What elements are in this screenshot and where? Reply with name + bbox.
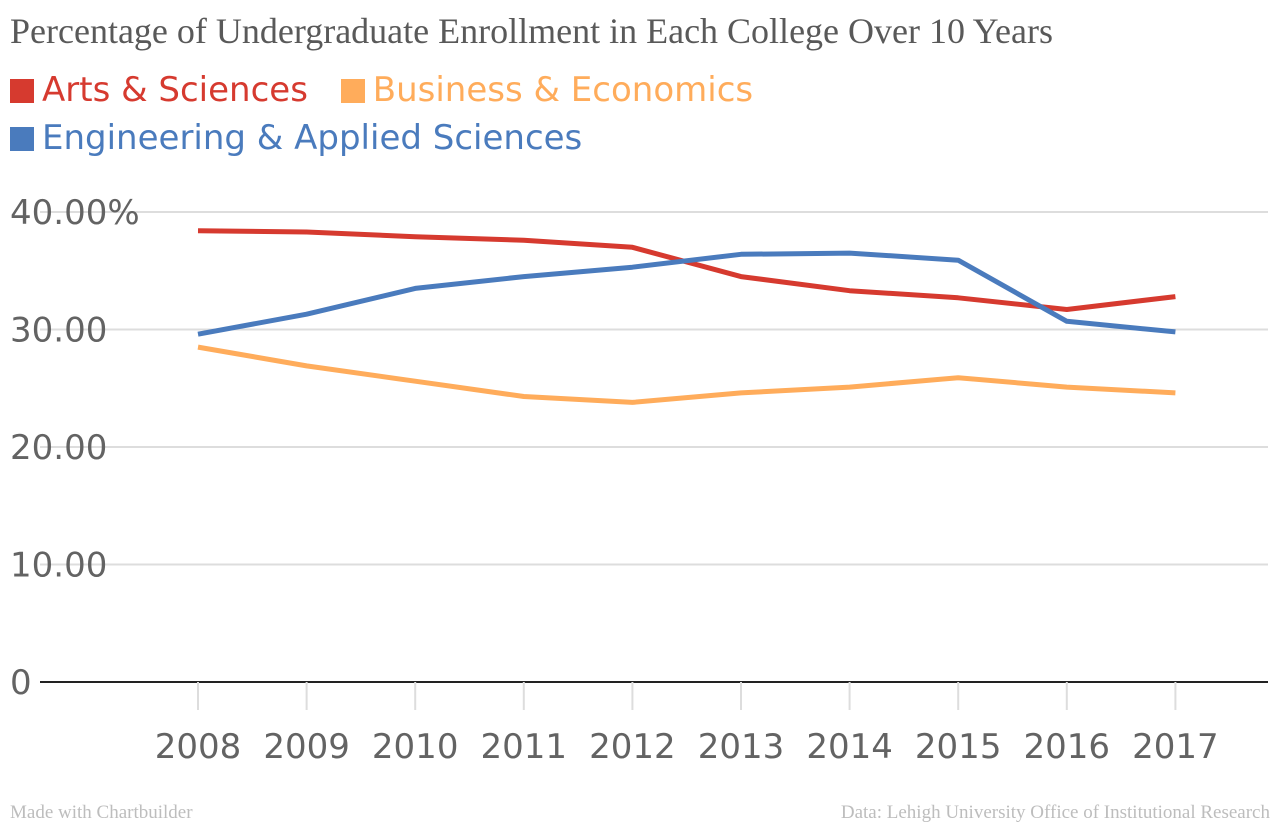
footer-credit: Made with Chartbuilder bbox=[10, 802, 193, 823]
y-tick-label: 0 bbox=[10, 663, 32, 703]
y-tick-label: 40.00% bbox=[10, 193, 140, 233]
legend-item-engineering-applied-sciences: Engineering & Applied Sciences bbox=[10, 114, 582, 162]
series-line-business-economics bbox=[197, 344, 1176, 405]
series-line-engineering-applied-sciences bbox=[197, 250, 1176, 337]
footer-source: Data: Lehigh University Office of Instit… bbox=[840, 802, 1270, 823]
y-tick-label: 20.00 bbox=[10, 428, 107, 468]
x-tick-label: 2008 bbox=[155, 727, 242, 767]
x-tick-label: 2017 bbox=[1132, 727, 1219, 767]
legend: Arts & Sciences Business & Economics Eng… bbox=[10, 66, 910, 162]
y-tick-label: 30.00 bbox=[10, 311, 107, 351]
line-chart: 40.00% 30.00 20.00 10.00 0 2008 2009 2010 2011 20… bbox=[10, 193, 1268, 767]
legend-item-business-economics: Business & Economics bbox=[340, 66, 754, 114]
x-tick-label: 2015 bbox=[915, 727, 1002, 767]
legend-item-arts-sciences: Arts & Sciences bbox=[10, 66, 308, 114]
legend-swatch-engineering-applied-sciences bbox=[10, 127, 34, 151]
x-tick-label: 2010 bbox=[372, 727, 459, 767]
legend-label-arts-sciences: Arts & Sciences bbox=[42, 70, 308, 110]
y-tick-label: 10.00 bbox=[10, 546, 107, 586]
chart-title: Percentage of Undergraduate Enrollment i… bbox=[10, 11, 1053, 51]
x-tick-label: 2012 bbox=[589, 727, 676, 767]
x-tick-label: 2011 bbox=[481, 727, 568, 767]
legend-label-business-economics: Business & Economics bbox=[372, 70, 754, 110]
legend-label-engineering-applied-sciences: Engineering & Applied Sciences bbox=[42, 118, 583, 158]
legend-swatch-business-economics bbox=[340, 79, 365, 103]
x-tick-label: 2013 bbox=[698, 727, 785, 767]
legend-swatch-arts-sciences bbox=[10, 79, 34, 103]
x-tick-label: 2014 bbox=[806, 727, 893, 767]
x-tick-label: 2016 bbox=[1024, 727, 1111, 767]
x-tick-label: 2009 bbox=[263, 727, 350, 767]
